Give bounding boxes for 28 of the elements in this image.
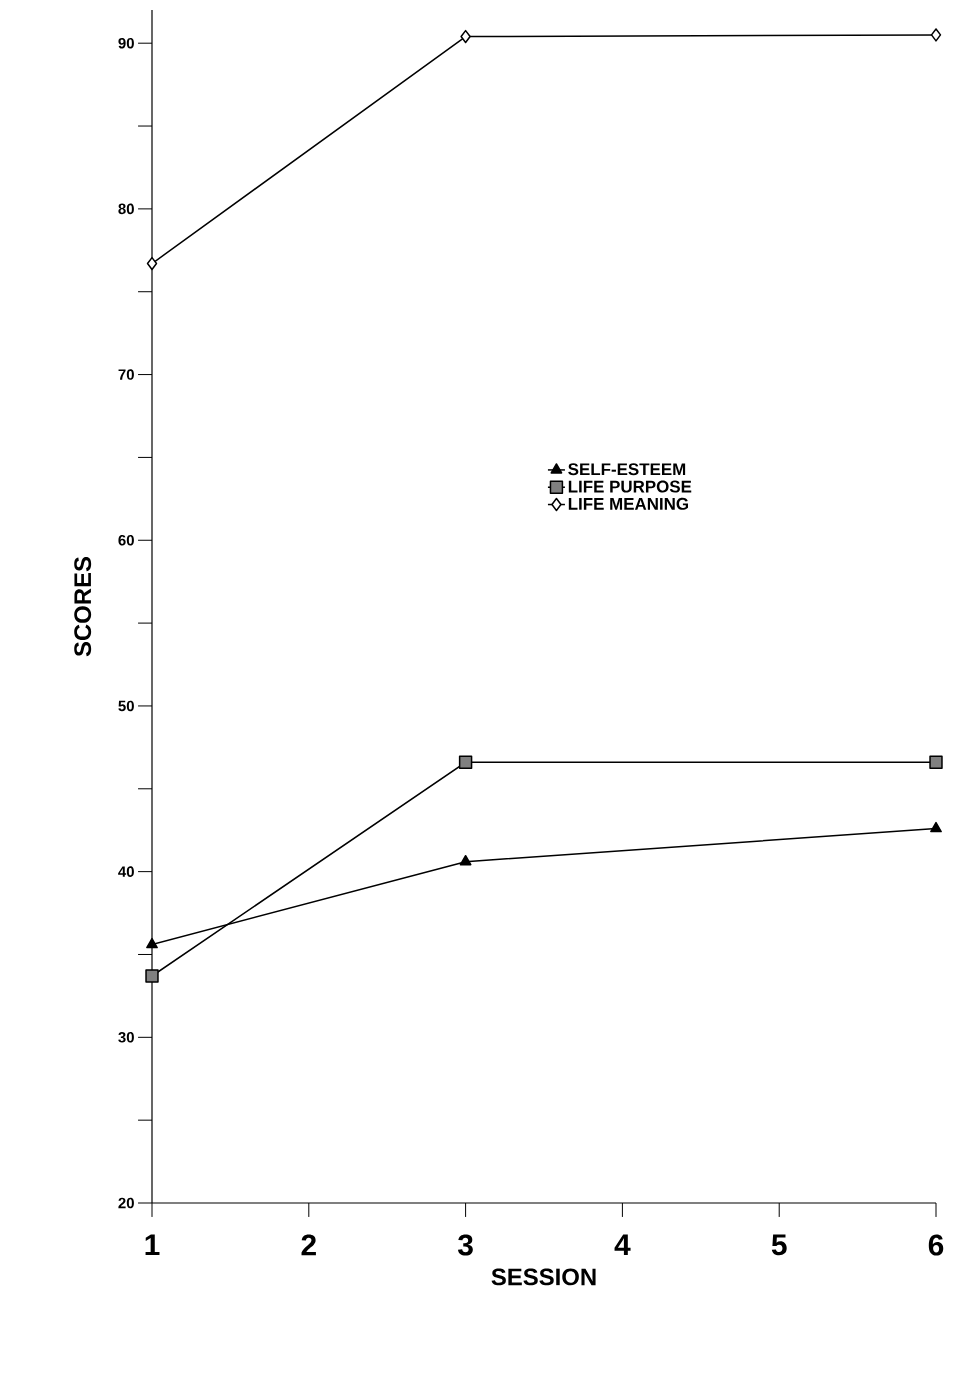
x-tick-label: 6	[928, 1234, 944, 1256]
point	[459, 854, 472, 866]
y-tick-label: 40	[118, 866, 134, 877]
y-tick-label: 30	[118, 1032, 134, 1043]
point	[930, 821, 942, 833]
y-tick-label: 80	[118, 203, 134, 215]
x-tick-label: 1	[145, 1234, 160, 1255]
point	[460, 29, 471, 44]
y-tick-label: 70	[118, 369, 134, 380]
y-tick-label: 50	[118, 700, 134, 712]
y-tick-label: 90	[118, 37, 134, 49]
point	[145, 969, 159, 983]
x-tick-label: 2	[301, 1234, 316, 1256]
legend-label: LIFE PURPOSE	[568, 480, 692, 493]
y-tick-label: 20	[118, 1197, 134, 1209]
legend-label: SELF-ESTEEM	[568, 463, 686, 476]
point	[930, 28, 942, 42]
y-axis-title: SCORES	[74, 556, 92, 657]
x-axis-title: SESSION	[491, 1268, 596, 1286]
point	[146, 256, 158, 271]
x-tick-label: 3	[457, 1234, 473, 1256]
point	[146, 937, 158, 949]
point	[458, 755, 473, 769]
x-tick-label: 4	[614, 1234, 631, 1255]
y-tick-label: 60	[118, 534, 134, 546]
x-tick-label: 5	[771, 1234, 787, 1256]
point	[929, 755, 943, 769]
legend-label: LIFE MEANING	[568, 497, 688, 510]
